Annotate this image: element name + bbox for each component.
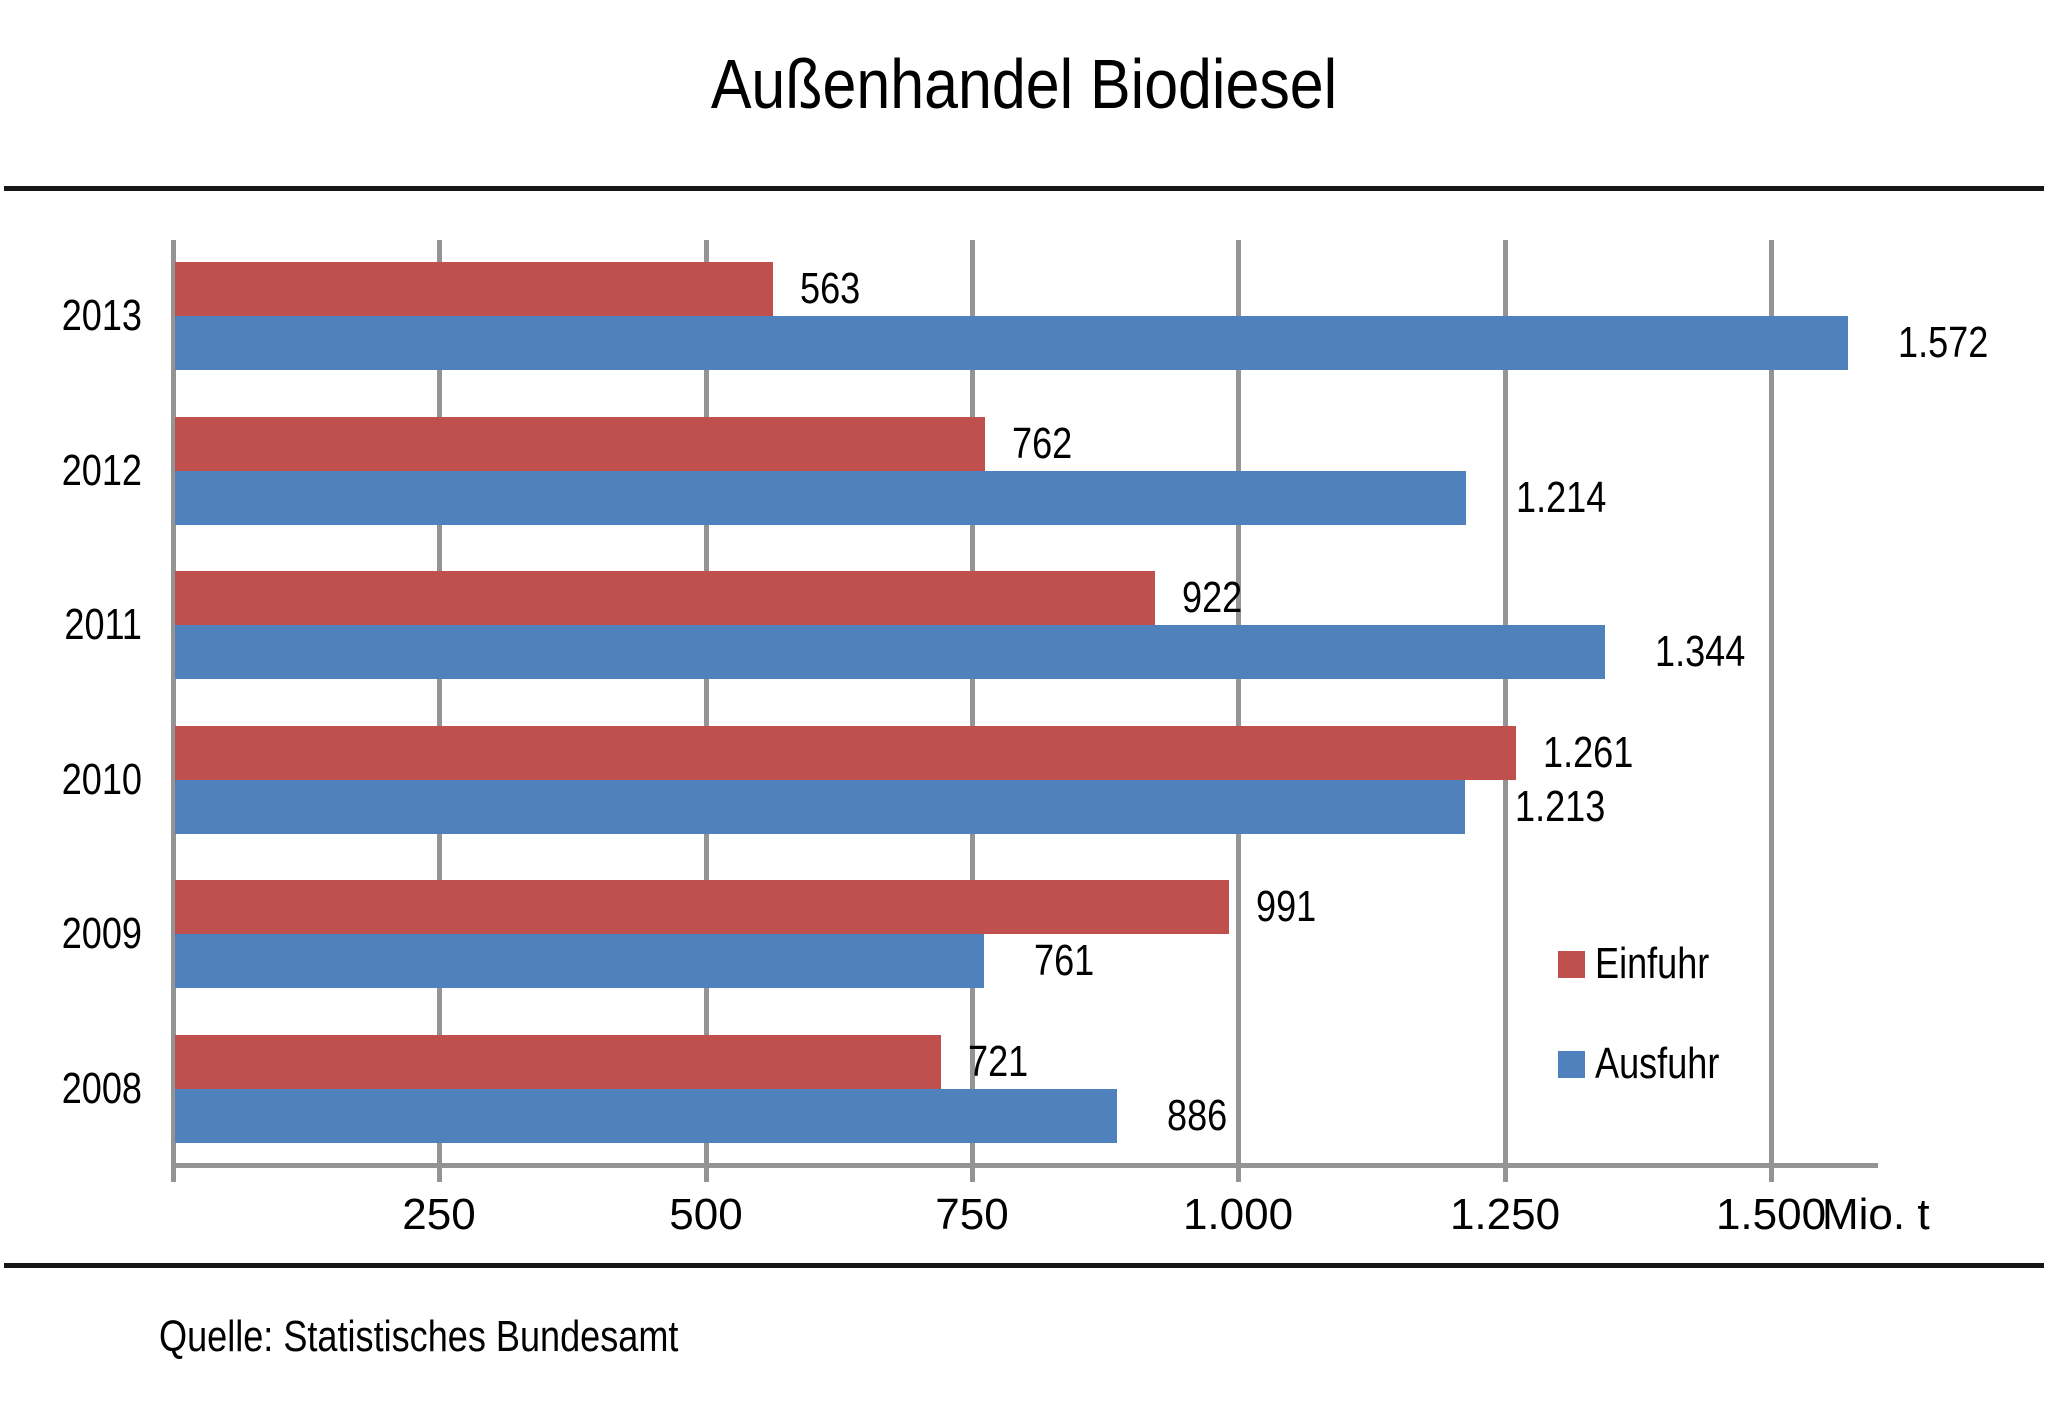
x-axis-unit-label: Mio. t bbox=[1822, 1190, 1930, 1239]
value-label-einfuhr-2012: 762 bbox=[1012, 419, 1073, 468]
value-label-ausfuhr-2008: 886 bbox=[1167, 1091, 1228, 1140]
bar-einfuhr-2010 bbox=[175, 726, 1516, 780]
gridline-250 bbox=[437, 240, 442, 1163]
chart-title: Außenhandel Biodiesel bbox=[710, 45, 1338, 123]
y-axis-line bbox=[171, 240, 176, 1163]
value-label-ausfuhr-2013: 1.572 bbox=[1898, 318, 1989, 367]
bar-ausfuhr-2008 bbox=[175, 1089, 1117, 1143]
gridline-1000 bbox=[1236, 240, 1241, 1163]
legend-swatch-einfuhr bbox=[1558, 951, 1585, 978]
source-note: Quelle: Statistisches Bundesamt bbox=[159, 1312, 679, 1361]
x-tick-label-500: 500 bbox=[669, 1190, 743, 1239]
x-tick-label-1250: 1.250 bbox=[1449, 1190, 1561, 1239]
value-label-ausfuhr-2010: 1.213 bbox=[1515, 782, 1606, 831]
year-label-2008: 2008 bbox=[61, 1064, 142, 1113]
axis-tick-750 bbox=[970, 1163, 975, 1182]
axis-tick-1250 bbox=[1503, 1163, 1508, 1182]
axis-tick-500 bbox=[704, 1163, 709, 1182]
legend-label-ausfuhr: Ausfuhr bbox=[1595, 1039, 1720, 1088]
bar-einfuhr-2008 bbox=[175, 1035, 941, 1089]
x-tick-label-750: 750 bbox=[935, 1190, 1009, 1239]
x-axis-baseline bbox=[171, 1163, 1878, 1168]
bottom-divider-line bbox=[4, 1263, 2044, 1268]
x-tick-label-1000: 1.000 bbox=[1182, 1190, 1294, 1239]
year-label-2011: 2011 bbox=[64, 600, 142, 649]
value-label-ausfuhr-2012: 1.214 bbox=[1516, 473, 1607, 522]
legend-label-einfuhr: Einfuhr bbox=[1595, 939, 1710, 988]
bar-einfuhr-2011 bbox=[175, 571, 1155, 625]
axis-tick-1000 bbox=[1236, 1163, 1241, 1182]
value-label-einfuhr-2009: 991 bbox=[1256, 882, 1317, 931]
value-label-einfuhr-2008: 721 bbox=[968, 1037, 1029, 1086]
year-label-2009: 2009 bbox=[61, 909, 142, 958]
axis-tick-0 bbox=[171, 1163, 176, 1182]
bar-einfuhr-2009 bbox=[175, 880, 1229, 934]
value-label-einfuhr-2011: 922 bbox=[1182, 573, 1243, 622]
year-label-2013: 2013 bbox=[61, 291, 142, 340]
bar-einfuhr-2012 bbox=[175, 417, 985, 471]
bar-ausfuhr-2009 bbox=[175, 934, 984, 988]
gridline-500 bbox=[704, 240, 709, 1163]
value-label-einfuhr-2013: 563 bbox=[800, 264, 861, 313]
legend-swatch-ausfuhr bbox=[1558, 1051, 1585, 1078]
x-tick-label-250: 250 bbox=[402, 1190, 476, 1239]
axis-tick-1500 bbox=[1769, 1163, 1774, 1182]
gridline-750 bbox=[970, 240, 975, 1163]
value-label-ausfuhr-2011: 1.344 bbox=[1655, 627, 1746, 676]
bar-ausfuhr-2012 bbox=[175, 471, 1466, 525]
year-label-2010: 2010 bbox=[61, 755, 142, 804]
bar-ausfuhr-2010 bbox=[175, 780, 1465, 834]
bar-ausfuhr-2011 bbox=[175, 625, 1605, 679]
gridline-1250 bbox=[1503, 240, 1508, 1163]
value-label-einfuhr-2010: 1.261 bbox=[1543, 728, 1634, 777]
bar-ausfuhr-2013 bbox=[175, 316, 1848, 370]
year-label-2012: 2012 bbox=[61, 446, 142, 495]
axis-tick-250 bbox=[437, 1163, 442, 1182]
value-label-ausfuhr-2009: 761 bbox=[1034, 936, 1095, 985]
gridline-1500 bbox=[1769, 240, 1774, 1163]
title-divider-line bbox=[4, 186, 2044, 191]
bar-einfuhr-2013 bbox=[175, 262, 773, 316]
x-tick-label-1500: 1.500 bbox=[1715, 1190, 1827, 1239]
